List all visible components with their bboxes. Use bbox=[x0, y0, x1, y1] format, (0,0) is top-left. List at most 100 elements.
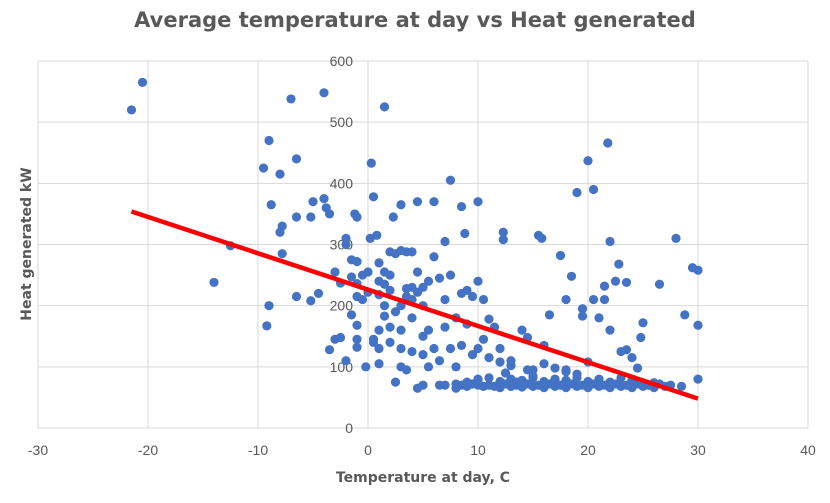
data-point bbox=[352, 320, 362, 330]
y-axis-label: Heat generated kW bbox=[19, 167, 35, 320]
data-point bbox=[361, 362, 371, 372]
data-point bbox=[379, 102, 390, 112]
data-point bbox=[693, 265, 703, 275]
data-point bbox=[473, 343, 483, 354]
data-point bbox=[423, 362, 434, 372]
data-point bbox=[610, 276, 621, 286]
data-point bbox=[506, 374, 516, 384]
data-point bbox=[478, 334, 489, 344]
data-point bbox=[418, 282, 428, 292]
data-point bbox=[440, 294, 450, 305]
data-point bbox=[262, 321, 272, 331]
data-point bbox=[473, 197, 483, 207]
data-point bbox=[346, 310, 357, 320]
data-point bbox=[456, 340, 467, 351]
data-point bbox=[308, 197, 318, 207]
data-point bbox=[588, 184, 599, 195]
data-point bbox=[374, 343, 384, 354]
data-point bbox=[456, 201, 467, 212]
data-point bbox=[555, 250, 566, 261]
data-point bbox=[561, 375, 571, 385]
data-point bbox=[346, 272, 357, 282]
data-point bbox=[390, 377, 401, 387]
data-point bbox=[385, 337, 395, 347]
data-point bbox=[605, 325, 615, 335]
data-point bbox=[429, 252, 439, 262]
data-point bbox=[445, 343, 456, 354]
data-point bbox=[605, 236, 615, 247]
data-point bbox=[357, 294, 368, 305]
data-point bbox=[388, 212, 398, 222]
chart-title: Average temperature at day vs Heat gener… bbox=[134, 8, 696, 32]
data-point bbox=[291, 291, 302, 302]
data-point bbox=[484, 353, 494, 363]
data-point bbox=[484, 373, 494, 383]
x-tick-label: 0 bbox=[364, 442, 372, 458]
data-point bbox=[366, 158, 376, 168]
data-point bbox=[495, 357, 505, 367]
data-point bbox=[368, 192, 379, 202]
data-point bbox=[583, 156, 593, 166]
data-point bbox=[126, 105, 137, 115]
data-point bbox=[341, 356, 351, 366]
data-point bbox=[352, 257, 362, 267]
data-points bbox=[126, 77, 703, 393]
data-point bbox=[396, 325, 406, 335]
data-point bbox=[319, 88, 329, 98]
data-point bbox=[286, 94, 296, 104]
data-point bbox=[306, 296, 316, 306]
data-point bbox=[374, 258, 384, 268]
data-point bbox=[396, 200, 406, 210]
data-point bbox=[460, 228, 470, 239]
data-point bbox=[352, 342, 362, 352]
data-point bbox=[258, 163, 269, 173]
data-point bbox=[445, 270, 456, 280]
data-point bbox=[407, 313, 417, 323]
data-point bbox=[306, 212, 316, 222]
y-tick-label: 0 bbox=[345, 420, 353, 436]
data-point bbox=[528, 365, 538, 375]
data-point bbox=[412, 267, 423, 277]
data-point bbox=[550, 363, 560, 373]
data-point bbox=[539, 359, 549, 369]
data-point bbox=[291, 212, 302, 222]
data-point bbox=[594, 374, 604, 384]
data-point bbox=[264, 301, 274, 311]
x-tick-label: -20 bbox=[138, 442, 158, 458]
data-point bbox=[423, 325, 434, 335]
data-point bbox=[418, 350, 428, 360]
data-point bbox=[341, 239, 351, 250]
data-point bbox=[462, 285, 472, 295]
data-point bbox=[473, 375, 483, 385]
y-tick-label: 600 bbox=[330, 53, 354, 69]
data-point bbox=[434, 356, 445, 366]
data-point bbox=[379, 311, 390, 321]
data-point bbox=[385, 270, 395, 280]
x-tick-label: 30 bbox=[690, 442, 706, 458]
data-point bbox=[572, 187, 582, 198]
data-point bbox=[693, 320, 703, 330]
data-point bbox=[484, 314, 494, 324]
data-point bbox=[500, 368, 511, 378]
x-tick-label: -10 bbox=[248, 442, 268, 458]
data-point bbox=[621, 277, 632, 288]
y-tick-label: 500 bbox=[330, 114, 354, 130]
gridlines bbox=[37, 60, 809, 429]
data-point bbox=[614, 259, 624, 269]
data-point bbox=[390, 307, 401, 317]
data-point bbox=[407, 247, 417, 257]
data-point bbox=[137, 77, 148, 88]
data-point bbox=[544, 310, 555, 320]
data-point bbox=[379, 301, 390, 311]
data-point bbox=[385, 322, 395, 332]
data-point bbox=[603, 138, 613, 148]
data-point bbox=[632, 363, 643, 373]
data-point bbox=[627, 353, 637, 363]
data-point bbox=[537, 233, 547, 243]
data-point bbox=[467, 350, 478, 360]
data-point bbox=[517, 325, 527, 335]
data-point bbox=[429, 197, 439, 207]
data-point bbox=[473, 276, 483, 286]
data-point bbox=[374, 359, 384, 369]
data-point bbox=[277, 249, 287, 259]
